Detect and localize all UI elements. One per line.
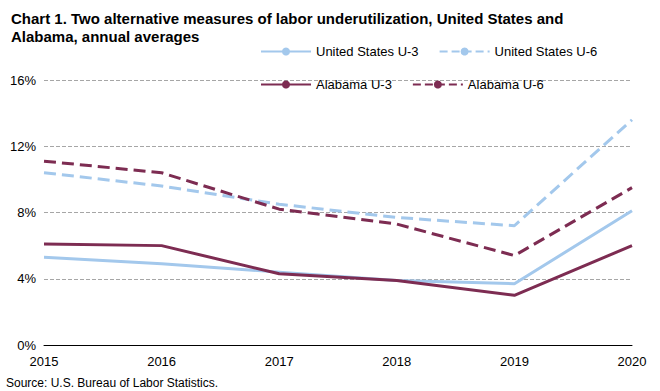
- svg-text:Source: U.S. Bureau of Labor S: Source: U.S. Bureau of Labor Statistics.: [6, 376, 218, 390]
- svg-text:United States U-6: United States U-6: [495, 44, 598, 59]
- svg-text:12%: 12%: [10, 139, 36, 154]
- svg-text:2017: 2017: [265, 354, 294, 369]
- svg-text:United States U-3: United States U-3: [316, 44, 419, 59]
- svg-text:2015: 2015: [30, 354, 59, 369]
- svg-text:Alabama, annual averages: Alabama, annual averages: [11, 28, 199, 45]
- svg-text:2019: 2019: [500, 354, 529, 369]
- svg-text:16%: 16%: [10, 73, 36, 88]
- svg-text:2016: 2016: [147, 354, 176, 369]
- svg-text:0%: 0%: [17, 338, 36, 353]
- svg-text:Alabama U-3: Alabama U-3: [316, 77, 392, 92]
- svg-text:2018: 2018: [382, 354, 411, 369]
- svg-text:4%: 4%: [17, 271, 36, 286]
- svg-text:Alabama U-6: Alabama U-6: [468, 77, 544, 92]
- svg-text:Chart 1. Two alternative measu: Chart 1. Two alternative measures of lab…: [11, 10, 568, 27]
- svg-text:2020: 2020: [618, 354, 647, 369]
- svg-text:8%: 8%: [17, 205, 36, 220]
